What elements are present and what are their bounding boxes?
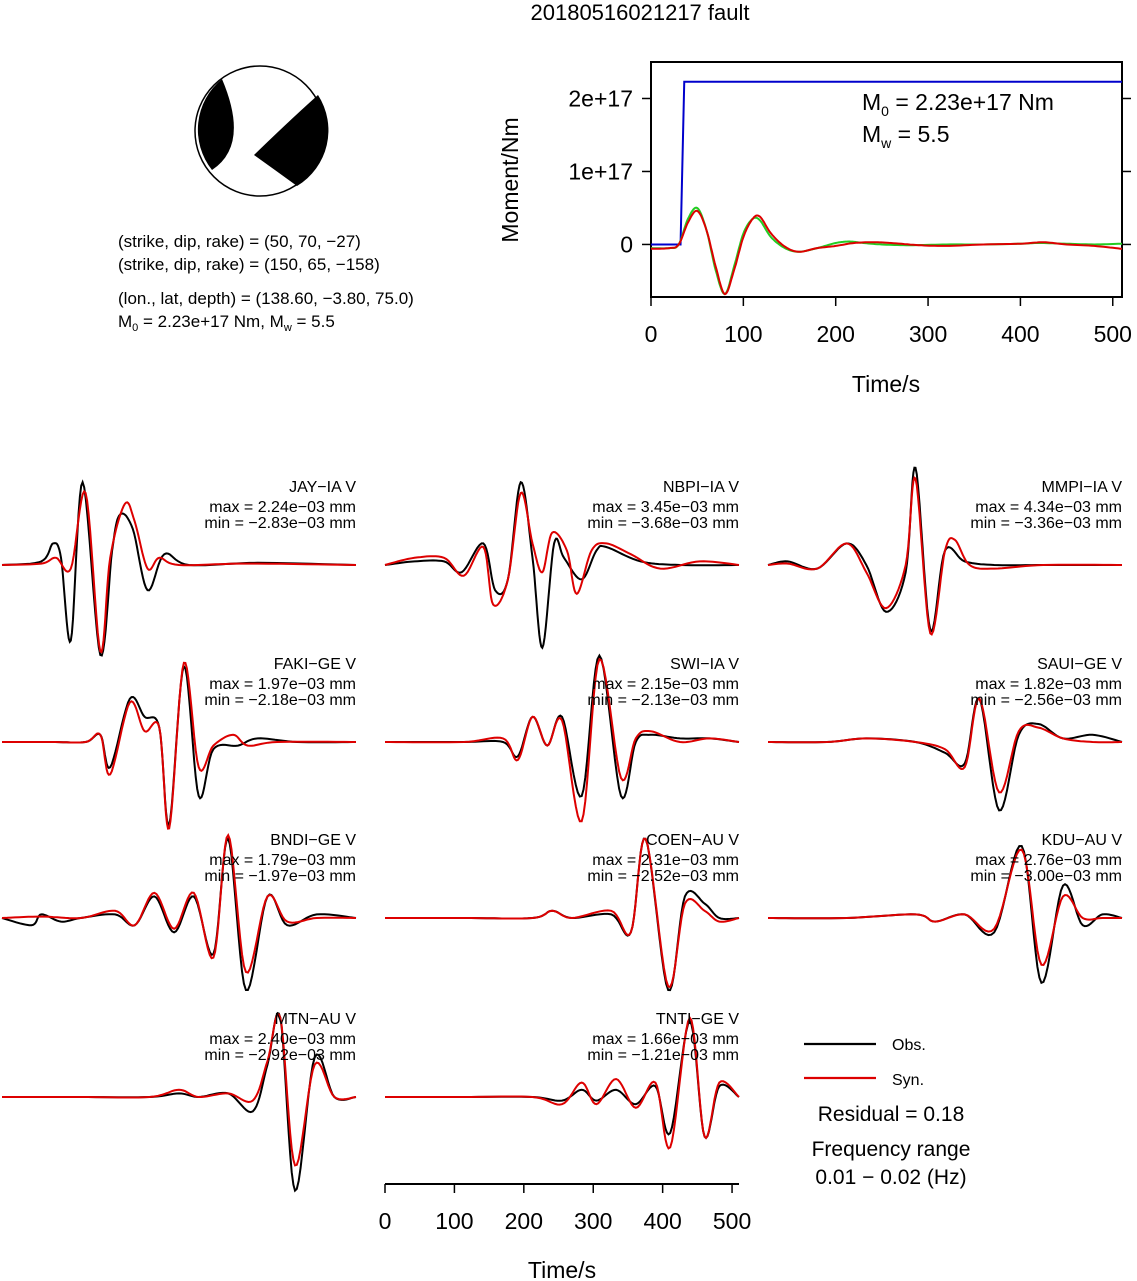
waveform-xtick-label: 300 (574, 1208, 612, 1234)
frequency-range: 0.01 − 0.02 (Hz) (815, 1166, 966, 1189)
moment-xtick-label: 500 (1094, 321, 1132, 347)
legend-syn-label: Syn. (892, 1072, 924, 1089)
station-name: JAY−IA V (289, 479, 356, 496)
waveform-time-axis: 0 100 200 300 400 500 (379, 1183, 751, 1234)
nodal-plane-2: (strike, dip, rake) = (150, 65, −158) (118, 255, 380, 274)
syn-trace (385, 837, 740, 989)
syn-trace (1, 832, 356, 974)
station-min: min = −3.68e−03 mm (587, 515, 739, 532)
moment-xtick-label: 0 (645, 321, 658, 347)
station-min: min = −2.56e−03 mm (970, 692, 1122, 709)
station-min: min = −2.52e−03 mm (587, 868, 739, 885)
syn-trace (385, 657, 740, 823)
station-name: KDU−AU V (1042, 832, 1123, 849)
syn-trace (1, 489, 357, 654)
moment-series (651, 80, 1123, 296)
station-max: max = 3.45e−03 mm (592, 499, 739, 516)
station-max: max = 2.31e−03 mm (592, 852, 739, 869)
nodal-plane-1: (strike, dip, rake) = (50, 70, −27) (118, 232, 361, 251)
moment-annotation-mw: Mw = 5.5 (862, 121, 949, 151)
station-min: min = −2.92e−03 mm (204, 1047, 356, 1064)
moment-xtick-label: 400 (1001, 321, 1039, 347)
station-min: min = −3.36e−03 mm (970, 515, 1122, 532)
legend: Obs. Syn. Residual = 0.18 Frequency rang… (804, 1037, 970, 1189)
station-name: FAKI−GE V (274, 656, 357, 673)
station-name: COEN−AU V (646, 832, 739, 849)
station-name: BNDI−GE V (270, 832, 356, 849)
syn-trace (768, 697, 1122, 794)
waveform-xtick-label: 0 (379, 1208, 392, 1234)
syn-trace (385, 1015, 740, 1150)
residual-text: Residual = 0.18 (818, 1103, 965, 1126)
station-name: MMPI−IA V (1042, 479, 1123, 496)
moment-ytick-label: 1e+17 (568, 158, 633, 184)
station-min: min = −3.00e−03 mm (970, 868, 1122, 885)
station-max: max = 1.66e−03 mm (592, 1031, 739, 1048)
moment-plot-frame (650, 61, 1123, 298)
moment-xlabel: Time/s (852, 371, 920, 397)
hypocenter: (lon., lat, depth) = (138.60, −3.80, 75.… (118, 289, 414, 308)
station-min: min = −2.18e−03 mm (204, 692, 356, 709)
waveform-xtick-label: 100 (435, 1208, 473, 1234)
waveform-xtick-label: 200 (505, 1208, 543, 1234)
moment-ytick-label: 0 (620, 231, 633, 257)
syn-trace (2, 1013, 357, 1167)
moment-panel: 0 100 200 300 400 500 0 1e+17 2e+17 Time/s Momen… (497, 61, 1132, 397)
moment-series-moment_rate (651, 206, 1123, 296)
figure-title: 20180516021217 fault (531, 0, 750, 25)
station-max: max = 2.76e−03 mm (975, 852, 1122, 869)
waveform-xtick-label: 500 (713, 1208, 751, 1234)
obs-trace (768, 697, 1123, 812)
syn-trace (768, 848, 1122, 967)
station-max: max = 1.97e−03 mm (209, 676, 356, 693)
source-info: (strike, dip, rake) = (50, 70, −27) (str… (118, 232, 414, 334)
syn-trace (767, 475, 1122, 636)
moment-series-cumulative (651, 80, 1122, 246)
waveform-xlabel: Time/s (528, 1257, 596, 1281)
station-min: min = −1.97e−03 mm (204, 868, 356, 885)
legend-obs-label: Obs. (892, 1037, 926, 1054)
syn-trace (384, 491, 740, 607)
station-max: max = 2.24e−03 mm (209, 499, 356, 516)
syn-trace (2, 661, 356, 830)
station-name: MTN−AU V (275, 1011, 357, 1028)
moment-ylabel: Moment/Nm (497, 117, 523, 242)
beachball-icon (194, 65, 329, 197)
station-max: max = 1.82e−03 mm (975, 676, 1122, 693)
station-name: SAUI−GE V (1037, 656, 1122, 673)
moment-xtick-label: 300 (909, 321, 947, 347)
station-min: min = −2.13e−03 mm (587, 692, 739, 709)
moment-ytick-label: 2e+17 (568, 85, 633, 111)
station-max: max = 2.15e−03 mm (592, 676, 739, 693)
moment-axes: 0 100 200 300 400 500 0 1e+17 2e+17 (568, 85, 1132, 347)
moment-series-syn (651, 209, 1123, 296)
station-max: max = 1.79e−03 mm (209, 852, 356, 869)
moment-annotation-m0: M0 = 2.23e+17 Nm (862, 89, 1054, 119)
station-max: max = 4.34e−03 mm (975, 499, 1122, 516)
station-min: min = −2.83e−03 mm (204, 515, 356, 532)
waveform-xtick-label: 400 (643, 1208, 681, 1234)
station-min: min = −1.21e−03 mm (587, 1047, 739, 1064)
station-max: max = 2.40e−03 mm (209, 1031, 356, 1048)
frequency-title: Frequency range (812, 1138, 971, 1161)
moment-xtick-label: 200 (817, 321, 855, 347)
station-name: TNTI−GE V (656, 1011, 739, 1028)
station-name: SWI−IA V (670, 656, 739, 673)
moment-xtick-label: 100 (724, 321, 762, 347)
station-name: NBPI−IA V (663, 479, 739, 496)
moment-magnitude-text: M0 = 2.23e+17 Nm, Mw = 5.5 (118, 312, 335, 334)
